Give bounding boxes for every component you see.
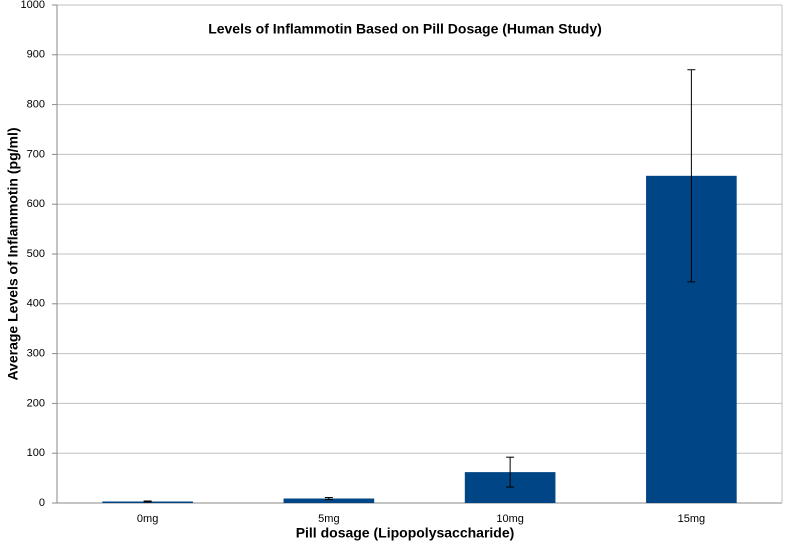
y-axis-title: Average Levels of Inflammotin (pg/ml) <box>5 127 21 380</box>
y-tick-label: 300 <box>27 348 45 360</box>
y-tick-label: 500 <box>27 248 45 260</box>
x-tick-label: 15mg <box>678 513 706 525</box>
x-tick-label: 5mg <box>318 513 339 525</box>
y-tick-label: 1000 <box>21 0 45 11</box>
x-tick-label: 10mg <box>496 513 524 525</box>
y-tick-label: 800 <box>27 99 45 111</box>
chart-title: Levels of Inflammotin Based on Pill Dosa… <box>208 21 602 37</box>
y-tick-label: 200 <box>27 397 45 409</box>
x-tick-label: 0mg <box>137 513 158 525</box>
y-tick-label: 600 <box>27 198 45 210</box>
y-tick-label: 0 <box>39 497 45 509</box>
y-tick-label: 700 <box>27 148 45 160</box>
y-tick-label: 100 <box>27 447 45 459</box>
x-axis-title: Pill dosage (Lipopolysaccharide) <box>296 525 515 541</box>
y-tick-label: 400 <box>27 298 45 310</box>
bar <box>283 498 375 503</box>
y-tick-label: 900 <box>27 49 45 61</box>
